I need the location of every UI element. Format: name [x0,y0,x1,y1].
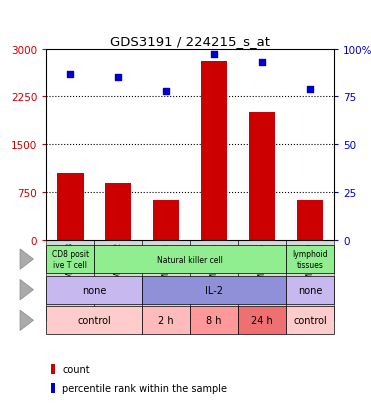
Title: GDS3191 / 224215_s_at: GDS3191 / 224215_s_at [110,36,270,48]
Bar [190,306,238,335]
Bar [286,245,334,273]
Text: 8 h: 8 h [206,316,222,325]
Bar [46,276,142,304]
Bar [142,240,190,320]
Bar [190,240,238,320]
Bar [238,240,286,320]
Bar [142,276,286,304]
Point [163,88,169,95]
Bar [46,306,142,335]
Text: none: none [298,285,322,295]
Point [307,86,313,93]
Text: 2 h: 2 h [158,316,174,325]
Bar [286,276,334,304]
Bar [46,240,94,320]
Polygon shape [20,280,33,300]
Bar [286,240,334,320]
Polygon shape [20,249,33,270]
Bar [51,364,55,374]
Polygon shape [20,310,33,331]
Bar [297,201,323,240]
Bar [142,306,190,335]
Point [68,71,73,78]
Bar [94,240,142,320]
Text: control: control [293,316,327,325]
Bar [201,62,227,240]
Text: none: none [82,285,106,295]
Bar [46,245,94,273]
Bar [238,306,286,335]
Text: lymphoid
tissues: lymphoid tissues [292,250,328,269]
Text: Natural killer cell: Natural killer cell [157,255,223,264]
Point [211,52,217,59]
Bar [57,173,83,240]
Bar [249,113,275,240]
Bar [153,201,179,240]
Text: percentile rank within the sample: percentile rank within the sample [62,383,227,393]
Point [259,59,265,66]
Text: control: control [78,316,111,325]
Point [115,75,121,81]
Text: 24 h: 24 h [251,316,273,325]
Bar [286,306,334,335]
Bar [94,245,286,273]
Text: count: count [62,364,90,374]
Text: CD8 posit
ive T cell: CD8 posit ive T cell [52,250,89,269]
Bar [105,183,131,240]
Text: IL-2: IL-2 [205,285,223,295]
Bar [51,383,55,393]
